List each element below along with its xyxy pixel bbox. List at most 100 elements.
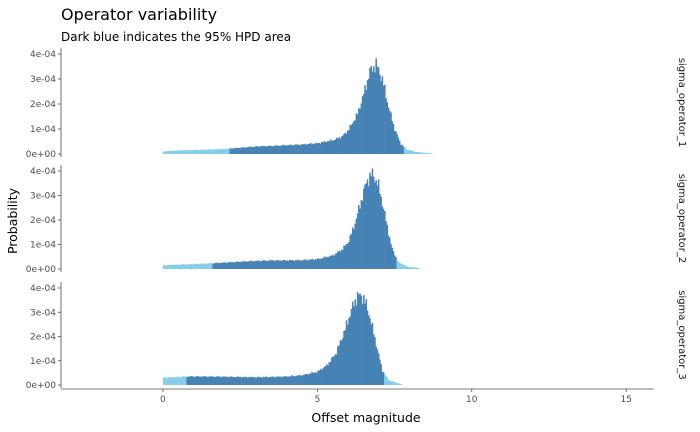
tail-bar [182, 376, 185, 385]
tail-bar [183, 150, 186, 154]
hpd-bar [262, 146, 265, 154]
tail-bar [217, 149, 219, 154]
hpd-bar [326, 364, 328, 385]
hpd-bar [197, 376, 200, 385]
hpd-bar [335, 137, 338, 154]
hpd-bar [192, 377, 195, 385]
tail-bar [208, 262, 211, 269]
hpd-bar [233, 148, 235, 154]
tail-bar [176, 376, 179, 385]
hpd-bar [224, 262, 227, 269]
hpd-bar [307, 143, 310, 154]
hpd-bar [276, 260, 279, 269]
hpd-bar [326, 142, 328, 154]
tail-bar [426, 153, 428, 154]
hpd-bar [298, 260, 301, 269]
hpd-bar [379, 74, 381, 154]
hpd-bar [220, 262, 223, 269]
hpd-bar [334, 354, 337, 385]
tail-bar [180, 264, 182, 269]
hpd-bar [314, 143, 317, 154]
tail-bar [172, 377, 175, 385]
hpd-bar [314, 259, 317, 269]
hpd-bar [387, 107, 390, 154]
hpd-bar [334, 253, 337, 269]
hpd-bar [216, 263, 218, 269]
hpd-bar [272, 377, 275, 385]
hpd-bar [212, 263, 214, 269]
tail-bar [414, 267, 417, 269]
hpd-bar [251, 260, 254, 269]
hpd-bar [309, 373, 312, 385]
hpd-bar [308, 259, 311, 269]
hpd-bar [282, 260, 285, 269]
hpd-bar [369, 68, 371, 154]
hpd-bar [245, 376, 248, 385]
tail-bar [203, 149, 206, 154]
hpd-bar [258, 260, 260, 269]
hpd-bar [353, 306, 355, 385]
hpd-bar [351, 227, 354, 269]
hpd-bar [290, 376, 292, 385]
hpd-bar [372, 66, 375, 154]
facet-panels: 0e+00 1e-04 2e-04 3e-04 4e-04 sigma_operator_… [26, 48, 687, 391]
hpd-bar [327, 257, 329, 269]
hpd-bar [304, 144, 307, 154]
hpd-bar [360, 199, 363, 269]
tail-bar [195, 263, 197, 269]
tail-bar [393, 382, 396, 385]
tail-bar [180, 150, 182, 154]
tail-bar [405, 148, 407, 154]
hpd-bar [308, 373, 311, 385]
hpd-bar [348, 318, 350, 385]
hpd-bar [355, 113, 358, 154]
hpd-bar [271, 376, 274, 385]
hpd-bar [229, 148, 232, 154]
tail-bar [428, 153, 431, 154]
tail-bar [211, 263, 213, 269]
hpd-bar [219, 262, 222, 269]
hpd-bar [324, 366, 327, 385]
tail-bar [395, 382, 397, 385]
hpd-bar [190, 376, 192, 385]
hpd-bar [202, 375, 204, 385]
hpd-bar [204, 376, 207, 385]
tail-bar [172, 150, 175, 154]
hpd-bar [248, 377, 250, 385]
tail-bar [207, 263, 209, 269]
hpd-bar [328, 256, 331, 269]
hpd-bar [335, 253, 338, 269]
hpd-bar [217, 376, 219, 385]
tail-bar [389, 380, 391, 385]
tail-bar [410, 267, 412, 269]
hpd-bar [232, 376, 234, 385]
tail-bar [181, 150, 183, 154]
hpd-bar [249, 377, 251, 385]
hpd-bar [287, 145, 290, 154]
y-axis-label: Probability [5, 187, 20, 254]
hpd-bar [290, 144, 292, 154]
tail-bar [183, 264, 186, 269]
facet-panel-2: 0e+00 1e-04 2e-04 3e-04 4e-04 sigma_operator_… [26, 165, 687, 275]
hpd-bar [272, 145, 275, 154]
hpd-bar [191, 375, 193, 385]
hpd-bar [393, 130, 396, 154]
hpd-bar [195, 376, 197, 385]
hpd-bar [193, 376, 196, 385]
hpd-bar [274, 146, 276, 154]
hpd-bar [296, 375, 298, 385]
hpd-bar [389, 237, 391, 269]
hpd-bar [211, 375, 213, 385]
hpd-bar [237, 261, 239, 269]
hpd-bar [240, 377, 243, 385]
hpd-bar [259, 261, 261, 269]
hpd-bar [301, 143, 303, 154]
hpd-bar [277, 376, 280, 385]
hpd-bar [379, 359, 381, 385]
hpd-bar [393, 255, 396, 269]
hpd-bar [218, 263, 221, 269]
tail-bar [416, 151, 418, 154]
tail-bar [406, 266, 408, 269]
hpd-bar [243, 260, 245, 269]
